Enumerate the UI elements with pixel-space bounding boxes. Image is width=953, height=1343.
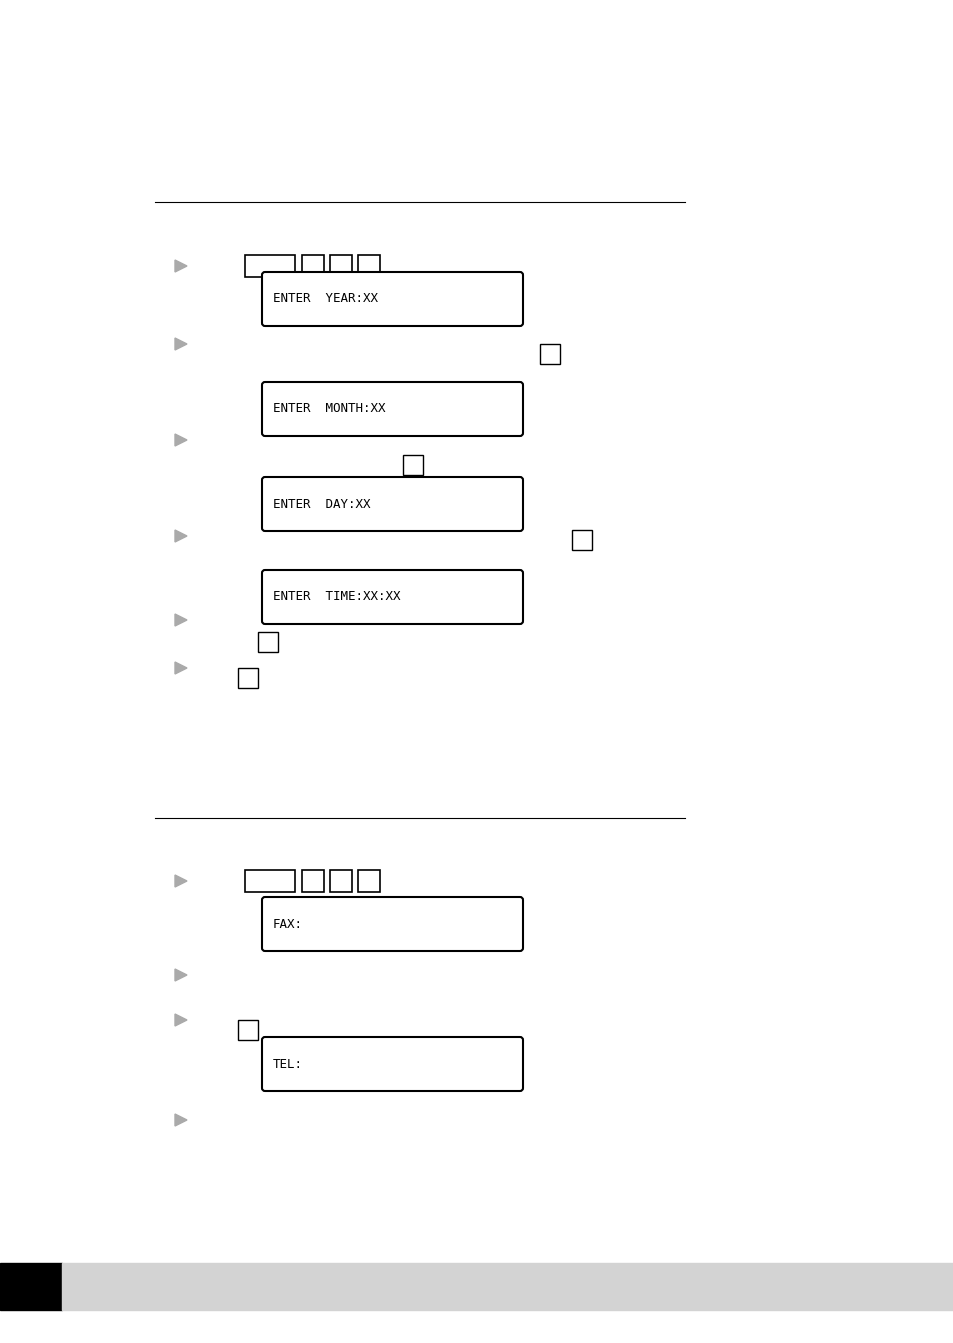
Bar bbox=[237, 1019, 257, 1039]
Bar bbox=[357, 255, 379, 277]
Text: ENTER  YEAR:XX: ENTER YEAR:XX bbox=[273, 293, 377, 305]
Bar bbox=[572, 530, 592, 551]
Text: ENTER  MONTH:XX: ENTER MONTH:XX bbox=[273, 403, 385, 415]
FancyBboxPatch shape bbox=[262, 897, 522, 951]
FancyBboxPatch shape bbox=[262, 273, 522, 326]
Bar bbox=[0, 1262, 62, 1309]
Polygon shape bbox=[174, 1113, 187, 1125]
Polygon shape bbox=[174, 338, 187, 351]
Bar bbox=[245, 255, 294, 277]
Text: ENTER  TIME:XX:XX: ENTER TIME:XX:XX bbox=[273, 591, 400, 603]
Polygon shape bbox=[174, 614, 187, 626]
Polygon shape bbox=[174, 261, 187, 273]
Bar bbox=[539, 344, 559, 364]
Bar bbox=[330, 870, 352, 892]
Polygon shape bbox=[174, 434, 187, 446]
FancyBboxPatch shape bbox=[262, 569, 522, 624]
Bar bbox=[357, 870, 379, 892]
Bar bbox=[302, 870, 324, 892]
Bar bbox=[402, 455, 422, 475]
Bar bbox=[245, 870, 294, 892]
Polygon shape bbox=[174, 530, 187, 543]
Polygon shape bbox=[174, 662, 187, 674]
Text: TEL:: TEL: bbox=[273, 1057, 303, 1070]
Polygon shape bbox=[174, 970, 187, 980]
Text: ENTER  DAY:XX: ENTER DAY:XX bbox=[273, 497, 370, 510]
Bar bbox=[62, 1262, 953, 1309]
Text: FAX:: FAX: bbox=[273, 917, 303, 931]
Bar bbox=[257, 633, 277, 651]
FancyBboxPatch shape bbox=[262, 477, 522, 530]
FancyBboxPatch shape bbox=[262, 1037, 522, 1091]
Bar bbox=[237, 667, 257, 688]
Polygon shape bbox=[174, 876, 187, 886]
Bar bbox=[330, 255, 352, 277]
Bar bbox=[302, 255, 324, 277]
Polygon shape bbox=[174, 1014, 187, 1026]
FancyBboxPatch shape bbox=[262, 381, 522, 436]
